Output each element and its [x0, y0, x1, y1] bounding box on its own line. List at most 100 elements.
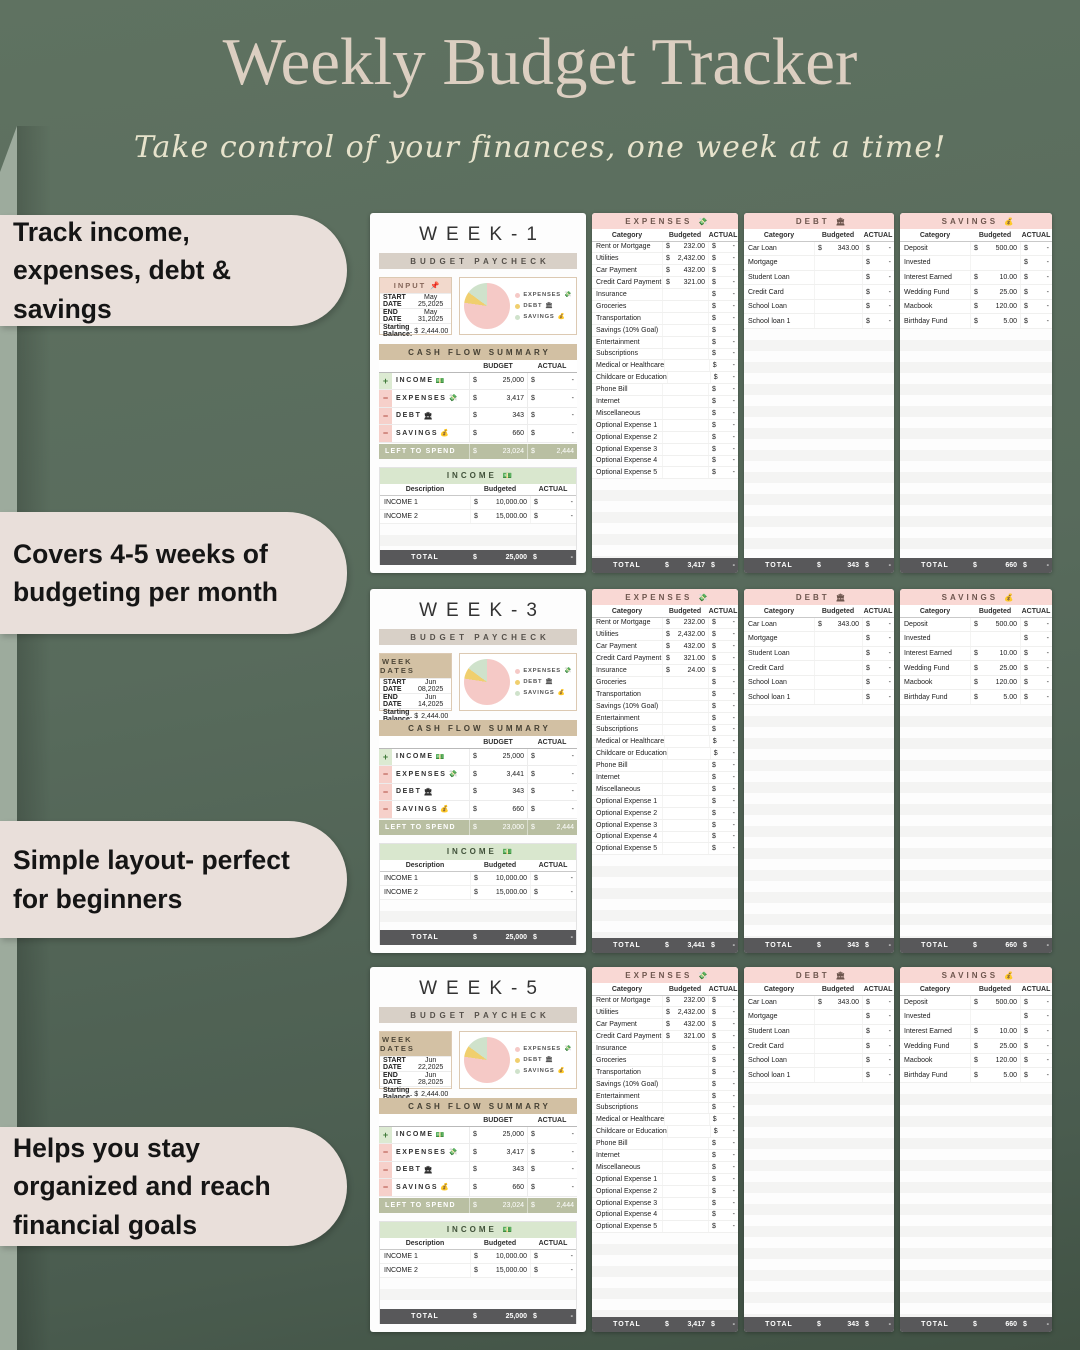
total-row: TOTAL $3,417 $ -: [592, 558, 738, 573]
week-info-row: WEEK DATES START DATE Jun 22,2025 END DATE J…: [379, 1031, 577, 1101]
amount-cell: $10,000.00: [470, 496, 530, 509]
amount-value: -: [732, 997, 735, 1005]
expenses-row: Medical or Healthcare $ -: [592, 1114, 738, 1127]
currency-symbol: $: [473, 429, 477, 437]
amount-value: -: [732, 726, 735, 734]
amount-cell: $ -: [1020, 558, 1052, 573]
amount-value: -: [732, 714, 735, 722]
expenses-category: Groceries: [596, 302, 627, 310]
currency-symbol: $: [712, 678, 716, 686]
money-wings-icon: 💸: [698, 216, 708, 226]
cash-flow-row-icon: 🏛: [423, 788, 433, 796]
amount-cell: $10.00: [970, 1024, 1020, 1039]
currency-symbol: $: [866, 1027, 870, 1035]
savings-table-header: SAVINGS 💰: [900, 213, 1052, 229]
currency-symbol: $: [817, 562, 821, 569]
amount-cell: [814, 1053, 862, 1068]
plus-icon: +: [379, 748, 392, 765]
amount-value: -: [732, 667, 735, 674]
legend-dot: [515, 1046, 521, 1052]
currency-symbol: $: [711, 942, 715, 949]
column-header-budgeted: Budgeted: [821, 231, 855, 239]
currency-symbol: $: [1024, 1027, 1028, 1035]
left-to-spend-row: LEFT TO SPEND $23,024 $2,444: [379, 1197, 577, 1213]
amount-value: -: [1046, 273, 1049, 281]
expenses-row: Phone Bill $ -: [592, 384, 738, 397]
debt-row: School loan 1 $ -: [744, 314, 894, 330]
currency-symbol: $: [712, 1116, 717, 1124]
cash-flow-label: SAVINGS 💰: [396, 805, 449, 814]
amount-cell: $343.00: [814, 995, 862, 1010]
currency-symbol: $: [666, 655, 670, 663]
expenses-category: Rent or Mortgage: [596, 243, 651, 251]
currency-symbol: $: [534, 499, 538, 506]
expenses-category: Car Payment: [596, 643, 637, 651]
legend-dot: [515, 690, 521, 696]
amount-cell: $ -: [1020, 617, 1052, 632]
currency-symbol: $: [666, 279, 670, 287]
amount-value: -: [571, 1183, 574, 1191]
amount-cell: $ -: [862, 661, 894, 675]
amount-cell: [662, 1090, 708, 1102]
amount-cell: $10,000.00: [470, 872, 530, 885]
currency-symbol: $: [866, 288, 870, 296]
minus-icon: −: [379, 1179, 392, 1196]
expenses-row: Internet $ -: [592, 396, 738, 408]
column-header: Category: [919, 231, 951, 239]
debt-row: Car Loan $343.00 $ -: [744, 241, 894, 257]
budget-paycheck-label: BUDGET PAYCHECK: [379, 629, 577, 645]
column-header: Category: [919, 607, 951, 615]
amount-cell: $ -: [1020, 1053, 1052, 1068]
currency-symbol: $: [713, 374, 718, 382]
amount-cell: $660: [970, 1317, 1020, 1332]
column-header-actual: ACTUAL: [708, 231, 738, 239]
week-dates-box: WEEK DATES START DATE Jun 08,2025 END DATE J…: [379, 653, 453, 723]
amount-cell: $ -: [530, 886, 576, 899]
expenses-row: Medical or Healthcare $ -: [592, 736, 738, 749]
column-headers: Description Budgeted ACTUAL: [380, 483, 576, 496]
empty-rows: [744, 329, 894, 558]
expenses-category: Internet: [596, 774, 620, 782]
amount-cell: [662, 1078, 708, 1090]
amount-value: -: [732, 702, 735, 710]
currency-symbol: $: [866, 998, 870, 1006]
amount-value: -: [888, 649, 891, 657]
empty-rows: [900, 705, 1052, 938]
debt-category: Student Loan: [748, 649, 790, 657]
currency-symbol: $: [473, 753, 477, 761]
amount-cell: $120.00: [970, 299, 1020, 314]
amount-value: -: [732, 738, 735, 746]
currency-symbol: $: [973, 942, 977, 949]
amount-cell: $ -: [708, 795, 738, 807]
currency-symbol: $: [473, 394, 477, 402]
expenses-category: Subscriptions: [596, 350, 639, 358]
debt-category: Mortgage: [748, 635, 778, 643]
amount-value: 500.00: [995, 998, 1017, 1006]
amount-value: -: [732, 243, 735, 251]
amount-value: -: [732, 421, 735, 429]
expenses-row: Subscriptions $ -: [592, 724, 738, 737]
currency-symbol: $: [974, 693, 978, 701]
amount-value: -: [1046, 620, 1049, 628]
savings-category: Macbook: [904, 679, 933, 687]
currency-symbol: $: [818, 244, 822, 252]
currency-symbol: $: [712, 409, 716, 417]
legend-icon: 💸: [563, 1046, 572, 1052]
expenses-row: Utilities $2,432.00 $ -: [592, 253, 738, 266]
column-header-actual: ACTUAL: [863, 985, 893, 993]
amount-value: 343: [847, 1321, 859, 1328]
currency-symbol: $: [414, 1090, 419, 1098]
amount-cell: $ -: [527, 748, 577, 765]
expenses-category: Entertainment: [596, 338, 640, 346]
amount-value: 25.00: [999, 288, 1017, 296]
amount-cell: [814, 661, 862, 675]
amount-cell: [814, 1010, 862, 1024]
amount-value: -: [888, 562, 891, 569]
amount-value: -: [571, 429, 574, 437]
total-row: TOTAL $660 $ -: [900, 1317, 1052, 1332]
amount-cell: $5.00: [970, 690, 1020, 705]
amount-cell: $ -: [1020, 995, 1052, 1010]
amount-cell: $24.00: [662, 665, 708, 676]
expenses-category: Medical or Healthcare: [596, 1116, 665, 1124]
amount-value: -: [732, 643, 735, 651]
